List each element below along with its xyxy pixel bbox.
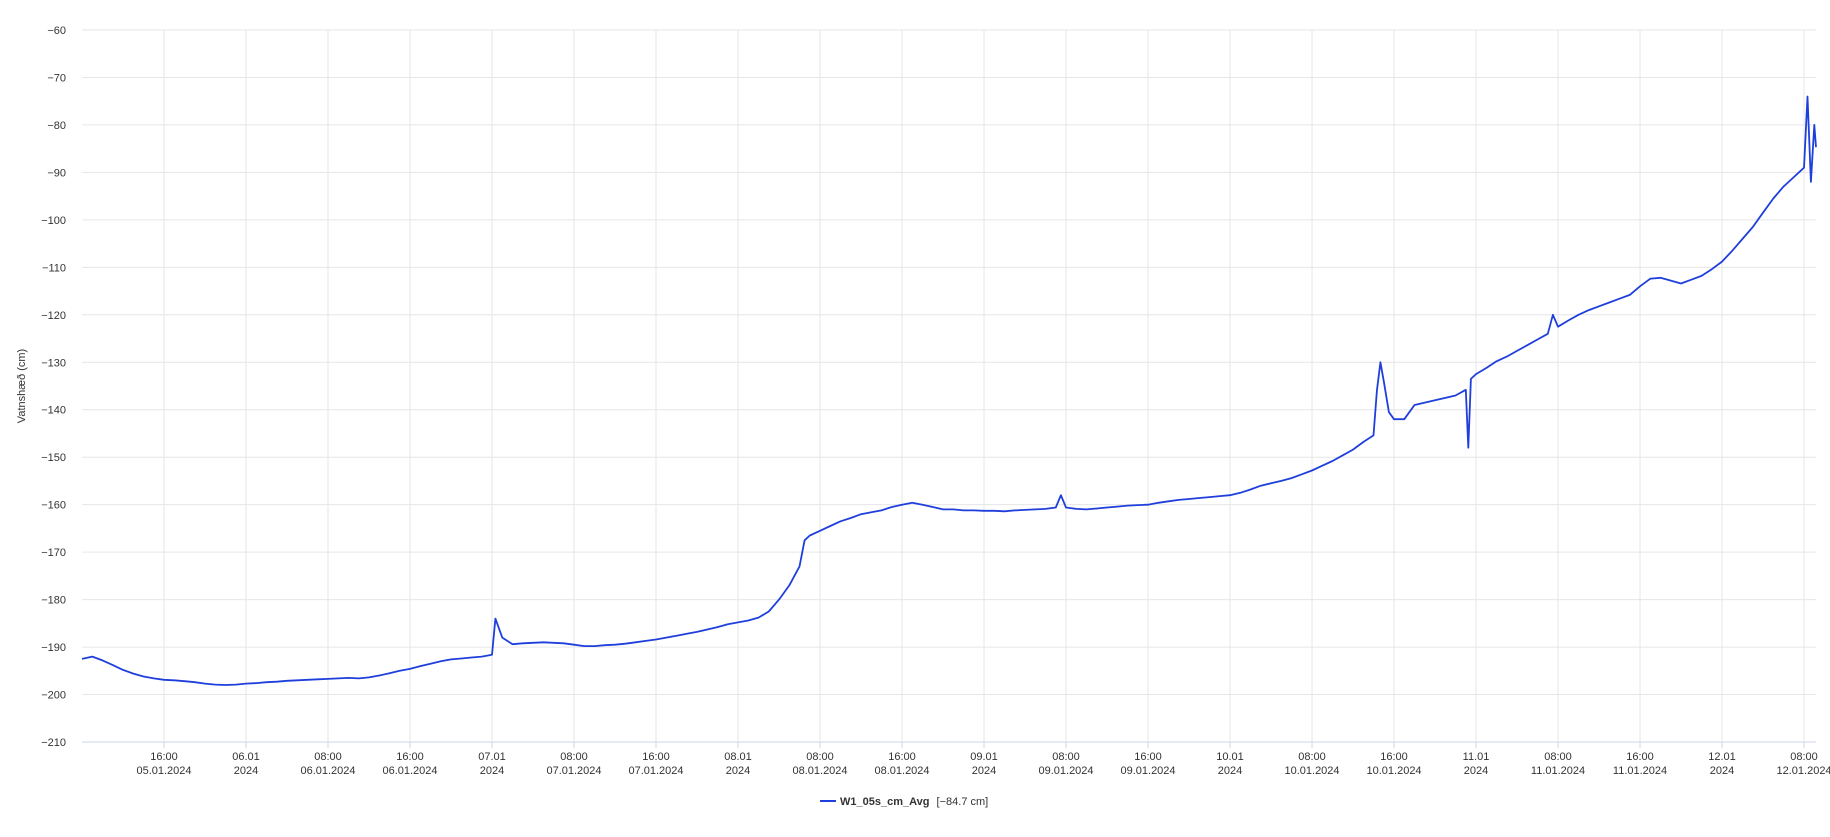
y-tick-label: −110 (42, 262, 66, 274)
x-tick-label: 08.01 2024 (724, 751, 752, 777)
legend[interactable]: W1_05s_cm_Avg [−84.7 cm] (820, 796, 988, 808)
x-tick-label: 16:00 07.01.2024 (628, 751, 683, 777)
y-tick-label: −60 (47, 25, 66, 37)
series-line-W1_05s_cm_Avg[interactable] (81, 95, 1817, 686)
y-tick-label: −160 (41, 500, 66, 512)
x-tick-label: 16:00 05.01.2024 (136, 751, 191, 777)
y-tick-label: −180 (41, 595, 66, 607)
x-tick-label: 08:00 06.01.2024 (300, 751, 355, 777)
x-tick-label: 16:00 09.01.2024 (1120, 751, 1175, 777)
y-tick-label: −170 (41, 547, 66, 559)
legend-series-name[interactable]: W1_05s_cm_Avg (840, 796, 929, 808)
x-tick-label: 06.01 2024 (232, 751, 260, 777)
y-tick-label: −130 (41, 357, 66, 369)
x-tick-label: 08:00 07.01.2024 (546, 751, 601, 777)
y-axis-title: Vatnshæð (cm) (16, 349, 28, 423)
y-tick-label: −70 (47, 72, 66, 84)
legend-label[interactable]: W1_05s_cm_Avg [−84.7 cm] (840, 796, 988, 808)
x-tick-label: 16:00 06.01.2024 (382, 751, 437, 777)
y-axis: −60 −70 −80 −90 −100 −110 −120 −130 −140 −150 −160… (41, 25, 66, 749)
y-tick-label: −140 (41, 405, 66, 417)
x-tick-label: 07.01 2024 (478, 751, 506, 777)
x-tick-label: 08:00 11.01.2024 (1531, 751, 1585, 777)
x-tick-label: 08:00 12.01.2024 (1777, 751, 1830, 777)
grid (82, 29, 1816, 743)
x-tick-label: 08:00 09.01.2024 (1038, 751, 1093, 777)
legend-series-value: [−84.7 cm] (937, 796, 989, 808)
x-tick-label: 08:00 10.01.2024 (1284, 751, 1339, 777)
x-tick-label: 16:00 08.01.2024 (874, 751, 929, 777)
x-tick-label: 16:00 11.01.2024 (1613, 751, 1667, 777)
x-tick-label: 10.01 2024 (1216, 751, 1244, 777)
y-tick-label: −80 (47, 120, 66, 132)
y-tick-label: −150 (41, 452, 66, 464)
series-layer (81, 95, 1817, 686)
x-tick-label: 09.01 2024 (970, 751, 998, 777)
x-axis: 16:00 05.01.2024 06.01 2024 08:00 06.01.2024 1… (82, 741, 1830, 777)
y-tick-label: −90 (47, 167, 66, 179)
y-tick-label: −210 (41, 737, 66, 749)
y-tick-label: −100 (41, 215, 66, 227)
x-tick-label: 12.01 2024 (1708, 751, 1736, 777)
x-tick-label: 08:00 08.01.2024 (792, 751, 847, 777)
y-tick-label: −120 (41, 310, 66, 322)
x-tick-label: 11.01 2024 (1463, 751, 1490, 777)
x-tick-label: 16:00 10.01.2024 (1367, 751, 1422, 777)
y-tick-label: −190 (41, 642, 66, 654)
y-tick-label: −200 (41, 690, 66, 702)
